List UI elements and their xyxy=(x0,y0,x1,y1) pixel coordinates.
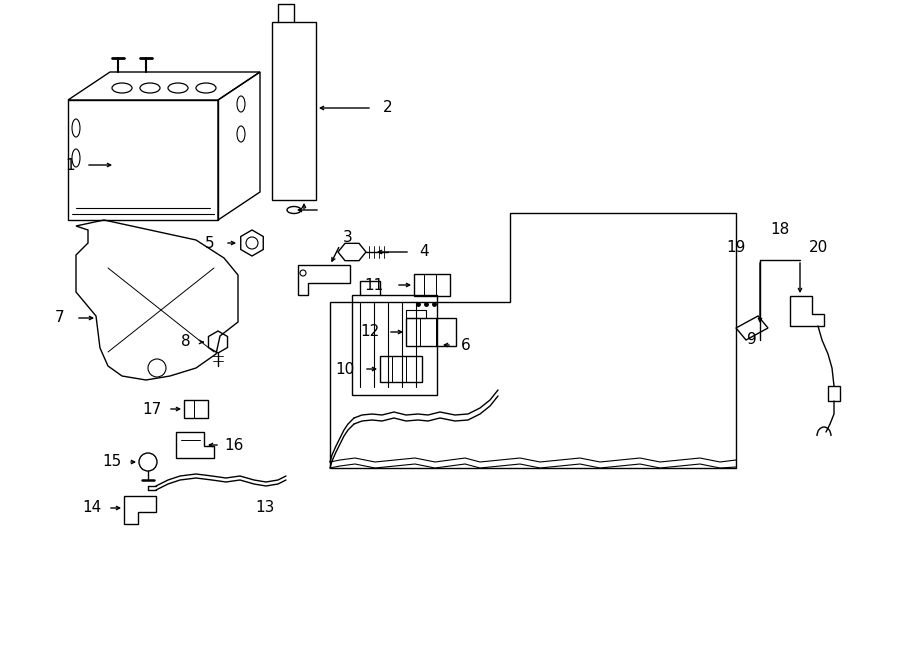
Text: 12: 12 xyxy=(360,325,380,340)
Text: 19: 19 xyxy=(726,241,746,256)
Text: 7: 7 xyxy=(55,311,65,325)
Text: 5: 5 xyxy=(205,235,215,251)
Text: 18: 18 xyxy=(770,223,789,237)
Text: 11: 11 xyxy=(364,278,383,293)
Text: 9: 9 xyxy=(747,332,757,348)
Text: 13: 13 xyxy=(256,500,274,516)
Text: 4: 4 xyxy=(419,245,428,260)
Text: 20: 20 xyxy=(808,241,828,256)
Text: 15: 15 xyxy=(103,455,122,469)
Text: 6: 6 xyxy=(461,338,471,352)
Text: 2: 2 xyxy=(383,100,392,116)
Text: 8: 8 xyxy=(181,334,191,350)
Text: 16: 16 xyxy=(224,438,244,453)
Text: 17: 17 xyxy=(142,401,162,416)
Text: 14: 14 xyxy=(83,500,102,516)
Text: 10: 10 xyxy=(336,362,355,377)
Text: 1: 1 xyxy=(65,157,75,173)
Text: 3: 3 xyxy=(343,229,353,245)
